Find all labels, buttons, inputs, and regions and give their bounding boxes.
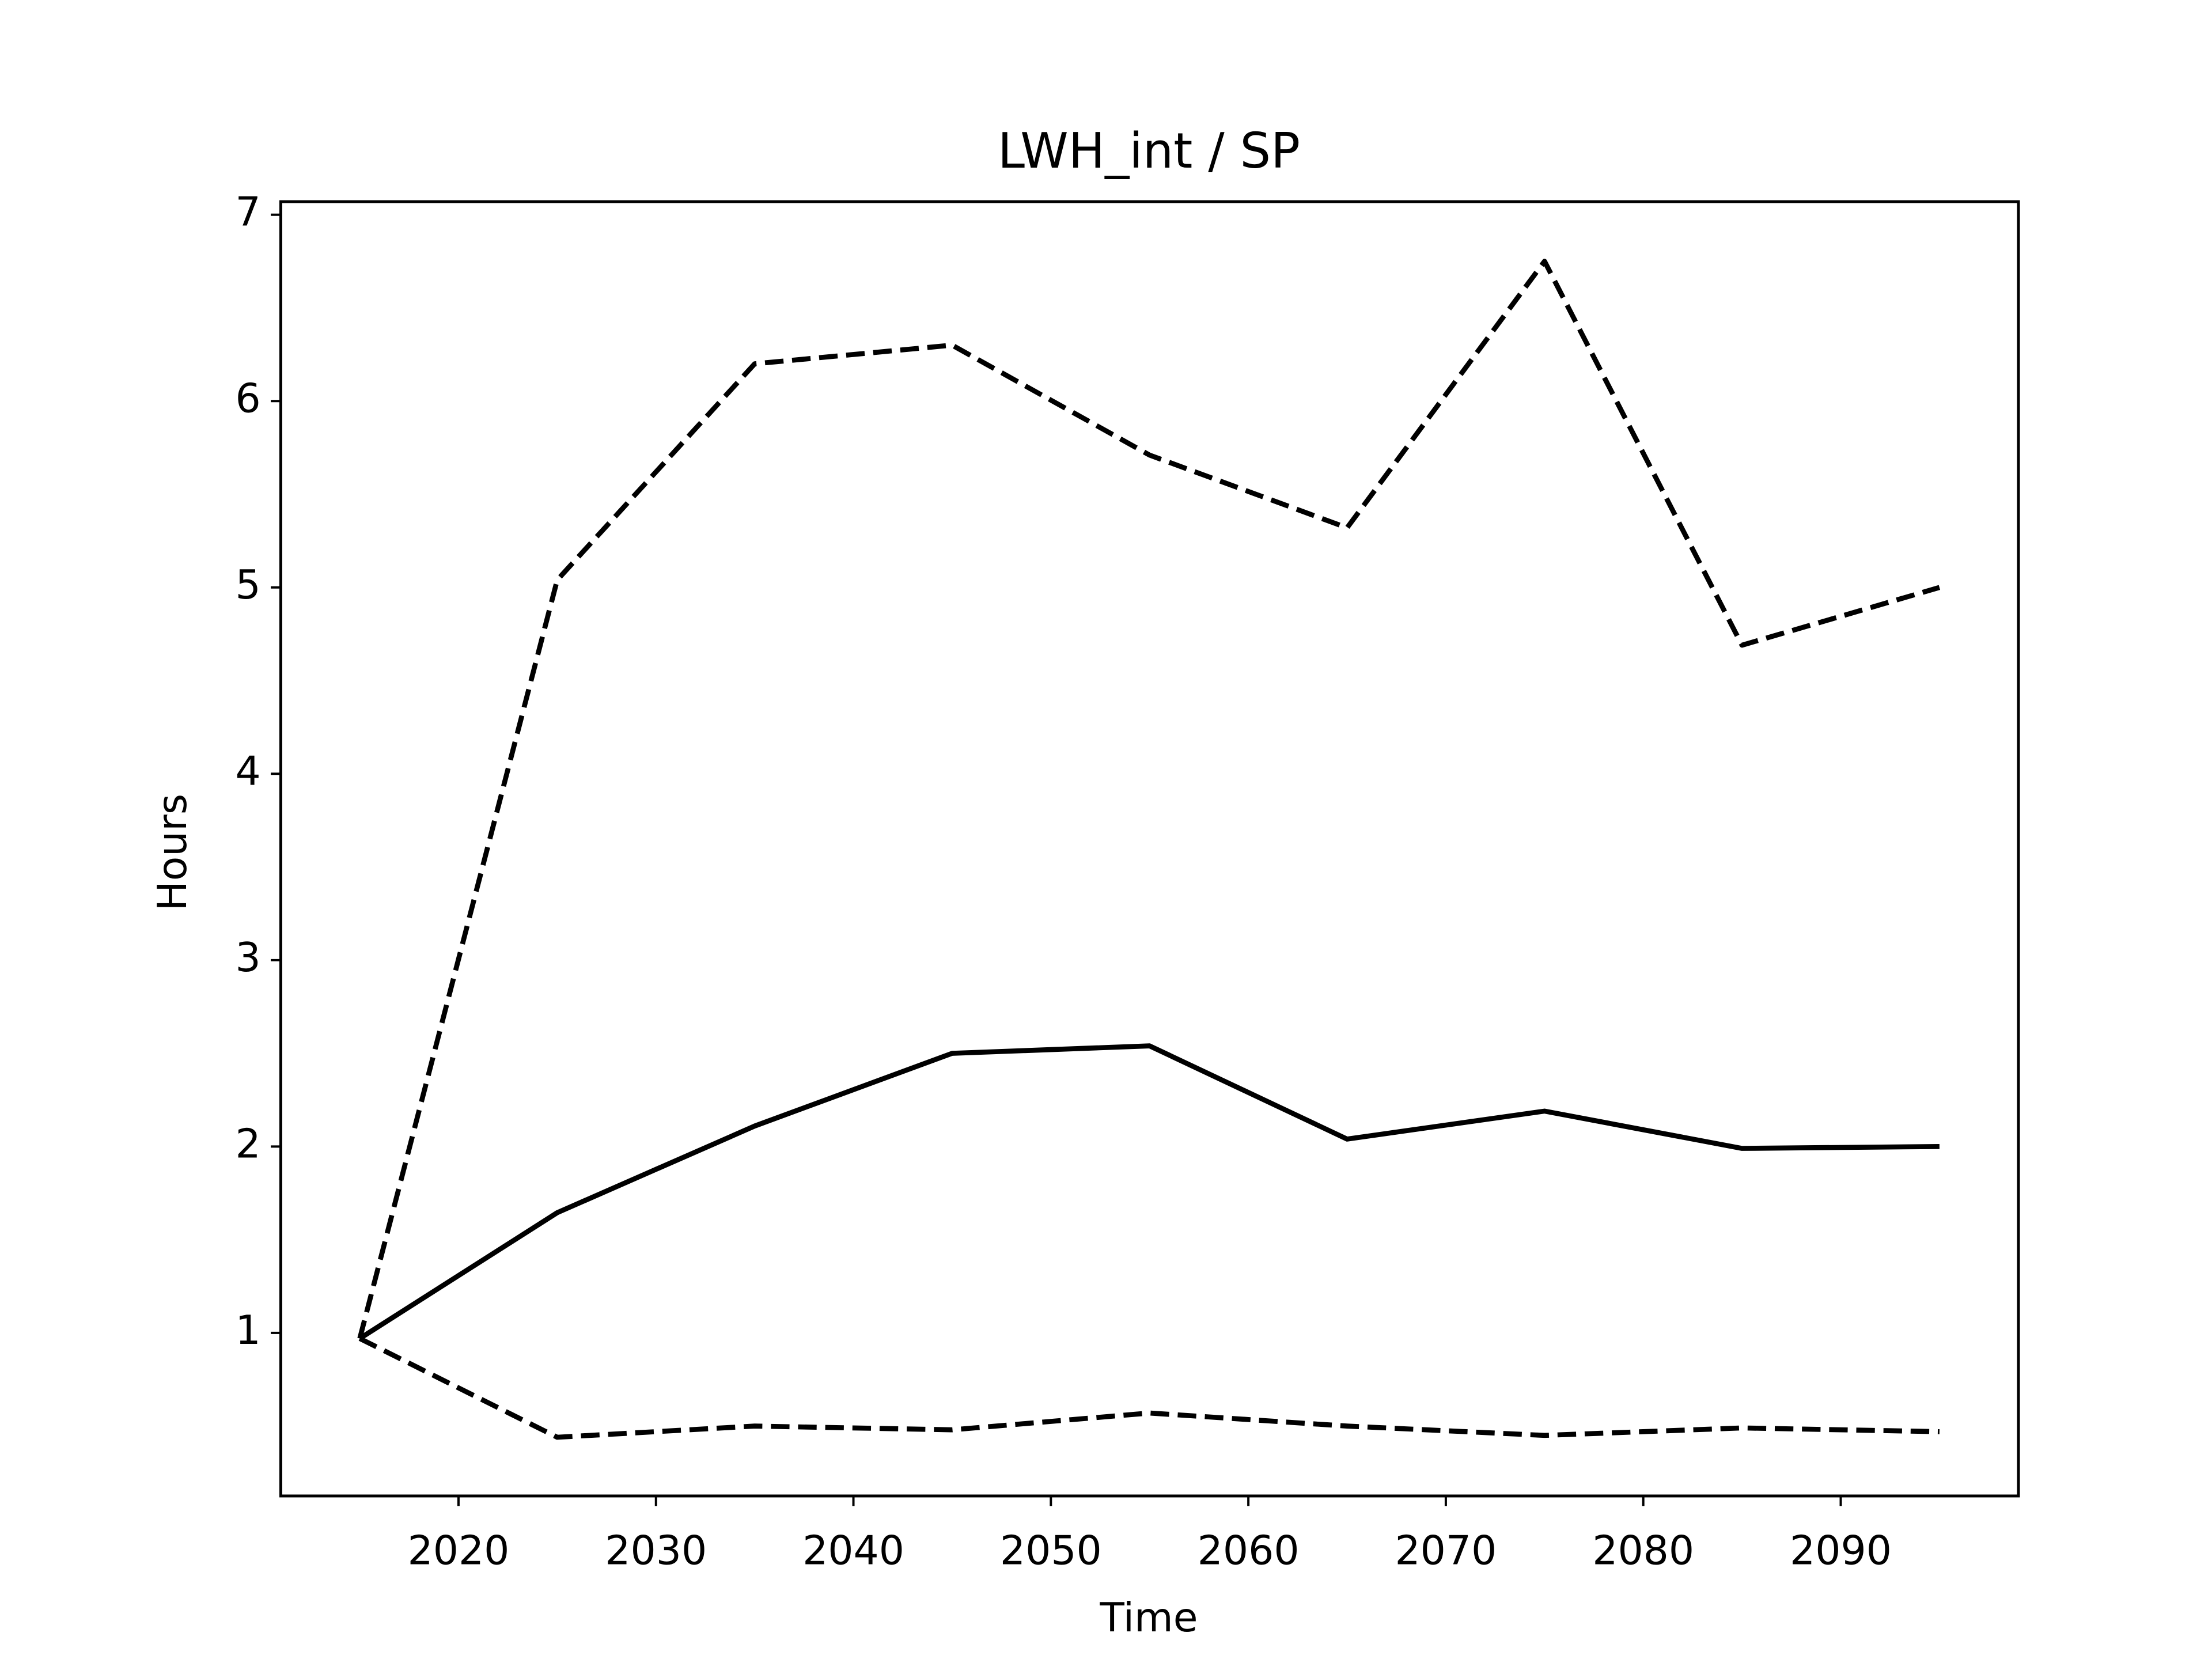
- y-tick-label: 4: [235, 748, 260, 794]
- x-tick-label: 2020: [408, 1527, 510, 1574]
- y-tick-label: 2: [235, 1120, 260, 1167]
- y-tick-label: 3: [235, 934, 260, 981]
- x-tick-label: 2090: [1790, 1527, 1892, 1574]
- line-series: [358, 1336, 1940, 1440]
- x-tick-label: 2050: [1000, 1527, 1102, 1574]
- y-tick-label: 7: [235, 189, 260, 236]
- x-tick-label: 2040: [802, 1527, 904, 1574]
- chart-title: LWH_int / SP: [998, 123, 1300, 179]
- y-tick-label: 5: [235, 562, 260, 608]
- y-tick-label: 1: [235, 1307, 260, 1354]
- x-tick-label: 2080: [1592, 1527, 1694, 1574]
- x-tick-label: 2060: [1198, 1527, 1300, 1574]
- x-axis-label: Time: [1099, 1594, 1198, 1641]
- line-series: [358, 1043, 1940, 1341]
- y-axis-label: Hours: [149, 794, 196, 911]
- y-tick-label: 6: [235, 375, 260, 422]
- plot-frame: [279, 200, 2020, 1498]
- line-series: [357, 259, 1941, 1339]
- x-tick-label: 2030: [605, 1527, 707, 1574]
- x-tick-label: 2070: [1395, 1527, 1497, 1574]
